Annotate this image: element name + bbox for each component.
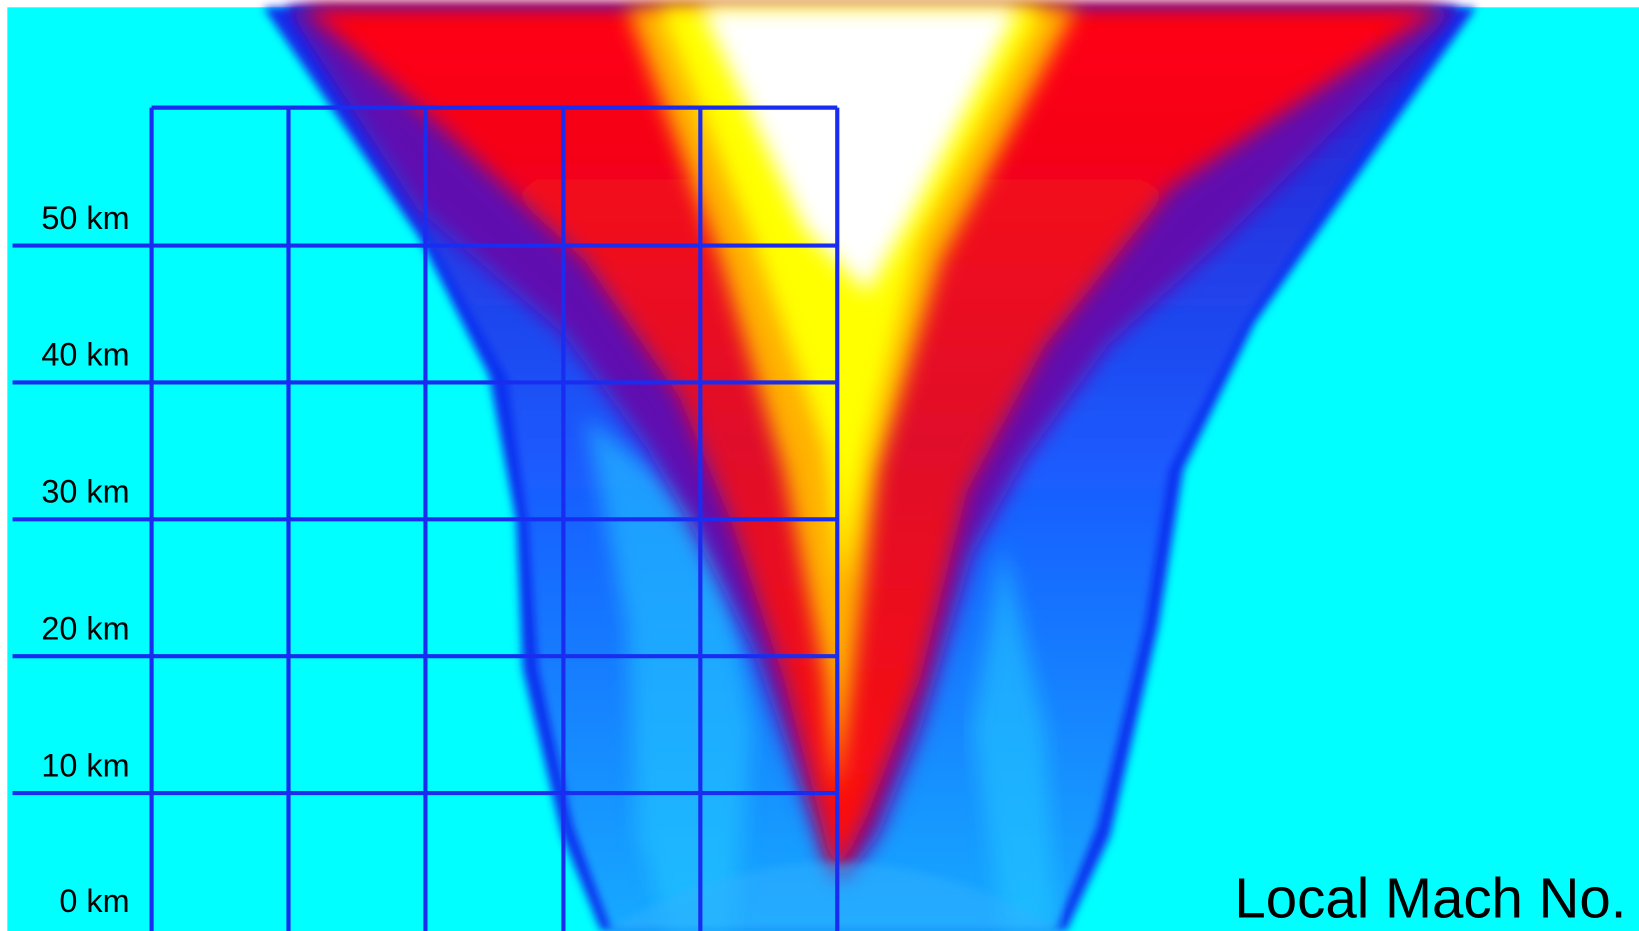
height-label: 40 km [41,337,129,373]
height-label: 10 km [41,747,129,783]
height-label: 30 km [41,474,129,510]
plume [263,7,1476,931]
grid [12,105,840,931]
height-label: 20 km [41,610,129,646]
height-labels: 50 km 40 km 30 km 20 km 10 km 0 km [41,200,129,919]
height-label: 0 km [59,883,129,919]
height-label: 50 km [41,200,129,236]
caption: Local Mach No. [1234,866,1626,929]
